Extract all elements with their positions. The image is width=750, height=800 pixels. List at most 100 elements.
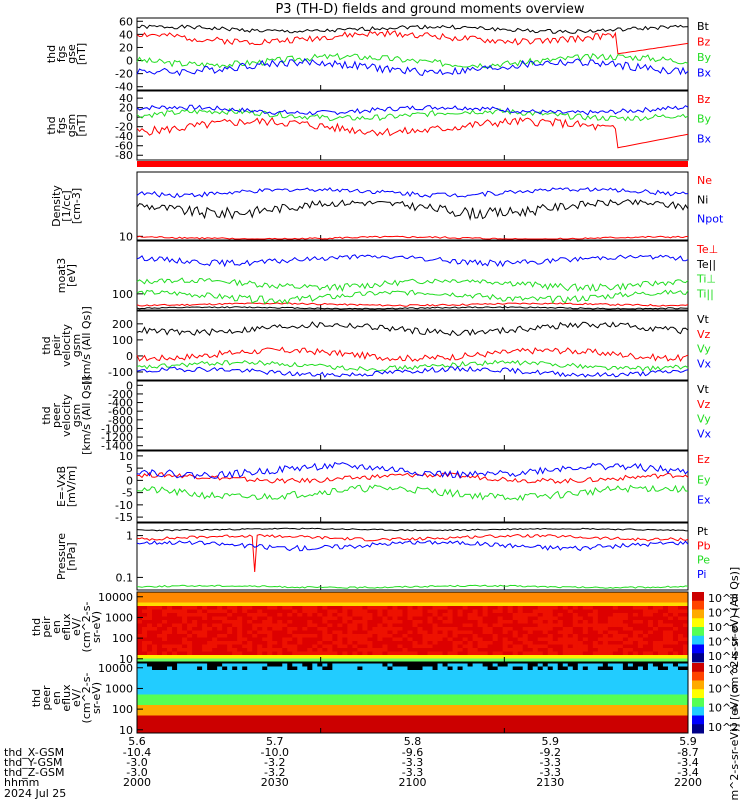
heatmap-cell xyxy=(542,694,549,699)
heatmap-cell xyxy=(522,705,529,709)
heatmap-cell xyxy=(212,684,218,688)
heatmap-cell xyxy=(517,595,524,600)
heatmap-cell xyxy=(272,609,278,614)
heatmap-cell xyxy=(352,715,358,720)
heatmap-cell xyxy=(522,663,529,667)
heatmap-cell xyxy=(417,701,424,706)
heatmap-cell xyxy=(347,609,353,614)
heatmap-cell xyxy=(452,722,459,727)
heatmap-cell xyxy=(582,708,589,713)
heatmap-cell xyxy=(342,687,348,692)
heatmap-cell xyxy=(602,637,609,642)
heatmap-cell xyxy=(327,715,333,720)
heatmap-cell xyxy=(672,655,679,659)
heatmap-cell xyxy=(377,663,383,667)
heatmap-cell xyxy=(652,644,659,649)
heatmap-cell xyxy=(287,680,293,685)
heatmap-cell xyxy=(562,641,569,645)
heatmap-cell xyxy=(507,616,514,621)
heatmap-cell xyxy=(517,644,524,649)
heatmap-cell xyxy=(402,609,408,614)
heatmap-cell xyxy=(642,673,649,678)
heatmap-cell xyxy=(262,715,268,720)
heatmap-cell xyxy=(457,701,464,706)
heatmap-cell xyxy=(377,620,383,624)
heatmap-cell xyxy=(232,694,238,699)
heatmap-cell xyxy=(192,595,198,600)
heatmap-cell xyxy=(397,634,403,638)
heatmap-cell xyxy=(502,712,509,716)
heatmap-cell xyxy=(412,613,419,617)
heatmap-cell xyxy=(182,627,188,631)
heatmap-cell xyxy=(482,712,489,716)
heatmap-cell xyxy=(397,641,403,645)
heatmap-cell xyxy=(167,729,173,734)
heatmap-cell xyxy=(152,616,158,621)
heatmap-cell xyxy=(312,726,318,730)
heatmap-cell xyxy=(667,663,674,667)
heatmap-cell xyxy=(267,658,273,663)
heatmap-cell xyxy=(207,705,213,709)
heatmap-cell xyxy=(407,595,413,600)
heatmap-cell xyxy=(322,627,328,631)
heatmap-cell xyxy=(312,613,318,617)
legend-entry: Ex xyxy=(697,494,711,507)
heatmap-cell xyxy=(232,708,238,713)
heatmap-cell xyxy=(202,666,208,671)
heatmap-cell xyxy=(442,627,449,631)
heatmap-cell xyxy=(147,613,153,617)
heatmap-cell xyxy=(642,726,649,730)
heatmap-cell xyxy=(557,620,564,624)
heatmap-cell xyxy=(372,670,378,674)
heatmap-cell xyxy=(282,705,288,709)
heatmap-cell xyxy=(227,592,233,596)
heatmap-cell xyxy=(167,644,173,649)
heatmap-cell xyxy=(372,684,378,688)
heatmap-cell xyxy=(142,595,148,600)
heatmap-cell xyxy=(292,634,298,638)
heatmap-cell xyxy=(357,595,363,600)
heatmap-cell xyxy=(662,599,669,603)
heatmap-cell xyxy=(667,666,674,671)
legend-entry: Vy xyxy=(697,343,711,356)
heatmap-cell xyxy=(142,627,148,631)
heatmap-cell xyxy=(432,655,439,659)
heatmap-cell xyxy=(247,680,253,685)
heatmap-cell xyxy=(422,616,429,621)
heatmap-cell xyxy=(662,715,669,720)
heatmap-cell xyxy=(222,644,228,649)
heatmap-cell xyxy=(587,691,594,695)
heatmap-cell xyxy=(667,680,674,685)
heatmap-cell xyxy=(517,627,524,631)
heatmap-cell xyxy=(317,715,323,720)
heatmap-cell xyxy=(372,595,378,600)
heatmap-cell xyxy=(137,708,143,713)
heatmap-cell xyxy=(142,609,148,614)
heatmap-cell xyxy=(317,644,323,649)
heatmap-cell xyxy=(292,680,298,685)
y-tick-label: -10 xyxy=(115,499,133,512)
heatmap-cell xyxy=(157,623,163,628)
heatmap-cell xyxy=(447,595,454,600)
heatmap-cell xyxy=(272,715,278,720)
heatmap-cell xyxy=(562,684,569,688)
heatmap-cell xyxy=(557,715,564,720)
heatmap-cell xyxy=(352,691,358,695)
heatmap-cell xyxy=(312,641,318,645)
heatmap-cell xyxy=(672,726,679,730)
heatmap-cell xyxy=(152,606,158,610)
heatmap-cell xyxy=(392,691,398,695)
heatmap-cell xyxy=(627,680,634,685)
heatmap-cell xyxy=(562,680,569,685)
heatmap-cell xyxy=(182,726,188,730)
heatmap-cell xyxy=(172,658,178,663)
heatmap-cell xyxy=(452,719,459,723)
heatmap-cell xyxy=(392,648,398,652)
heatmap-cell xyxy=(317,602,323,607)
heatmap-cell xyxy=(362,644,368,649)
heatmap-cell xyxy=(372,627,378,631)
heatmap-cell xyxy=(322,648,328,652)
heatmap-cell xyxy=(477,680,484,685)
heatmap-cell xyxy=(562,609,569,614)
